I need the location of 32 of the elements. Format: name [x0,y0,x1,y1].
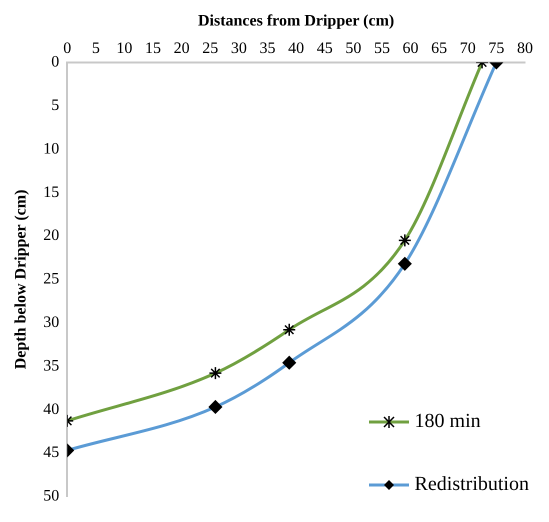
x-tick-label: 30 [230,40,247,58]
x-tick-label: 15 [145,40,162,58]
y-tick-label: 50 [43,488,60,505]
x-tick-label: 45 [316,40,333,58]
x-tick-label: 60 [402,40,419,58]
y-tick-label: 15 [43,184,60,201]
y-tick-label: 5 [51,97,60,114]
legend-label: Redistribution [414,473,529,496]
x-tick-label: 35 [259,40,276,58]
y-tick-label: 20 [43,227,60,244]
x-tick-label: 20 [174,40,190,58]
x-tick-label: 50 [345,40,362,58]
x-tick-label: 10 [116,40,132,58]
y-tick-label: 25 [43,270,60,288]
x-axis-title: Distances from Dripper (cm) [198,12,394,30]
x-tick-label: 55 [374,40,390,58]
x-tick-label: 40 [288,40,304,58]
x-tick-label: 70 [460,40,476,58]
y-tick-label: 35 [43,357,60,374]
y-axis-title: Depth below Dripper (cm) [12,190,30,370]
y-tick-label: 30 [43,314,60,332]
x-tick-label: 75 [488,40,504,58]
y-tick-label: 45 [43,444,60,462]
y-tick-label: 10 [43,140,60,158]
y-tick-label: 40 [43,400,60,418]
legend-label: 180 min [414,410,481,433]
x-tick-label: 65 [431,40,448,58]
x-tick-label: 25 [202,40,218,58]
x-tick-label: 5 [92,40,100,58]
x-tick-label: 0 [63,40,72,58]
x-tick-label: 80 [517,40,533,58]
y-tick-label: 0 [51,54,60,71]
